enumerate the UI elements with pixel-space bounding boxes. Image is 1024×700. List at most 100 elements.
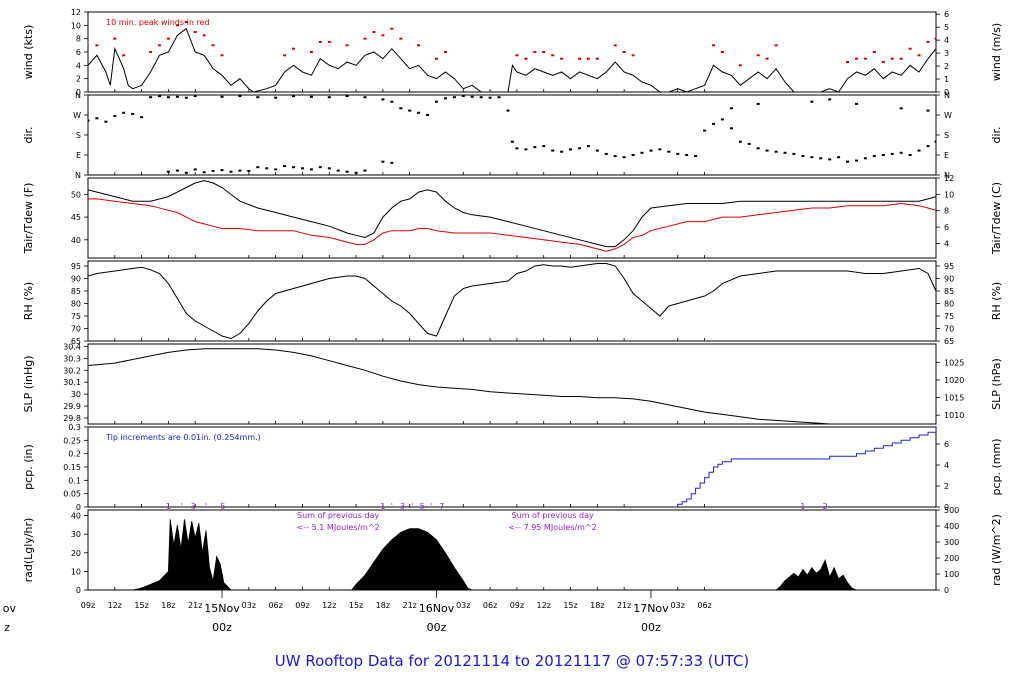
panel-annotation: 10 min. peak winds in red bbox=[106, 18, 210, 27]
series-group bbox=[88, 21, 936, 92]
series-point bbox=[720, 118, 724, 121]
series-point bbox=[765, 57, 769, 60]
x-hour-label: 21z bbox=[188, 601, 202, 610]
series-point bbox=[131, 112, 135, 115]
y2-tick-label: 3 bbox=[944, 49, 949, 58]
series-point bbox=[631, 54, 635, 57]
series-point bbox=[435, 57, 438, 60]
y-tick-label: 0 bbox=[76, 586, 81, 595]
series-point bbox=[149, 51, 153, 53]
series-point bbox=[238, 95, 242, 98]
y-axis-label: Tair/Tdew (F) bbox=[22, 183, 35, 255]
series-group bbox=[88, 95, 936, 174]
series-line bbox=[88, 27, 936, 92]
series-point bbox=[729, 107, 733, 110]
series-point bbox=[363, 37, 367, 40]
rad-hour-label: ' bbox=[181, 502, 183, 511]
series-point bbox=[756, 54, 760, 57]
series-point bbox=[417, 44, 421, 47]
series-point bbox=[712, 44, 715, 47]
x-hour-label: 15z bbox=[134, 601, 148, 610]
series-point bbox=[301, 167, 304, 170]
y-tick-label: 4 bbox=[76, 61, 81, 70]
series-point bbox=[399, 107, 403, 110]
series-point bbox=[578, 57, 581, 60]
x-day-label: 16Nov bbox=[419, 602, 455, 615]
series-point bbox=[202, 171, 206, 174]
panel-frame bbox=[87, 177, 937, 259]
x-hour-label: 18z bbox=[376, 601, 390, 610]
y2-tick-label: 1020 bbox=[944, 376, 964, 385]
y-tick-label: 30.1 bbox=[63, 378, 81, 387]
series-point bbox=[569, 148, 572, 151]
y-tick-label: 30 bbox=[71, 390, 81, 399]
y2-tick-label: 85 bbox=[944, 287, 954, 296]
series-point bbox=[292, 166, 295, 169]
series-point bbox=[238, 169, 242, 172]
series-point bbox=[274, 96, 278, 99]
series-point bbox=[193, 31, 197, 33]
y2-axis-label: wind (m/s) bbox=[990, 23, 1003, 81]
series-point bbox=[649, 149, 653, 152]
series-point bbox=[220, 95, 224, 98]
y-tick-label: 0.3 bbox=[68, 423, 81, 432]
series-point bbox=[309, 51, 313, 53]
series-point bbox=[435, 100, 438, 103]
series-point bbox=[175, 95, 179, 98]
y-tick-label: 29.9 bbox=[63, 402, 81, 411]
rad-day-note: Sum of previous day bbox=[512, 511, 594, 520]
y2-tick-label: 75 bbox=[944, 312, 954, 321]
series-point bbox=[327, 167, 331, 170]
series-point bbox=[327, 96, 331, 99]
series-point bbox=[381, 98, 385, 101]
rad-hour-label: ' bbox=[411, 502, 413, 511]
series-point bbox=[524, 148, 528, 151]
y2-axis-label: rad (W/m^2) bbox=[990, 514, 1003, 586]
y2-tick-label: 1015 bbox=[944, 394, 964, 403]
series-point bbox=[855, 159, 858, 162]
series-point bbox=[318, 41, 322, 43]
figure-title: UW Rooftop Data for 20121114 to 20121117… bbox=[275, 652, 749, 670]
series-step-line bbox=[673, 427, 936, 507]
series-point bbox=[756, 102, 760, 105]
y2-tick-label: 6 bbox=[944, 440, 949, 449]
series-point bbox=[175, 24, 179, 27]
series-point bbox=[765, 149, 769, 152]
rad-hour-label: 3 bbox=[191, 502, 196, 511]
series-point bbox=[292, 47, 295, 50]
y-tick-label: W bbox=[73, 111, 81, 120]
series-point bbox=[738, 64, 742, 67]
series-point bbox=[193, 95, 197, 98]
x-axis: 09z 12z 15z 18z 21z 03z 06z 09z 12z 15z 18z 21z 03z 0… bbox=[3, 590, 712, 634]
series-point bbox=[881, 154, 885, 156]
series-point bbox=[899, 57, 903, 60]
y-tick-label: S bbox=[76, 131, 81, 140]
series-point bbox=[488, 96, 492, 99]
series-point bbox=[694, 155, 698, 158]
series-point bbox=[934, 140, 936, 143]
y2-tick-label: E bbox=[944, 151, 949, 160]
series-point bbox=[890, 152, 894, 155]
y2-tick-label: N bbox=[944, 171, 950, 180]
rad-hour-label: ' bbox=[430, 502, 432, 511]
y-axis-label: rad(Lgly/hr) bbox=[22, 518, 35, 583]
y-tick-label: 0.2 bbox=[68, 450, 81, 459]
series-point bbox=[426, 114, 430, 116]
series-point bbox=[855, 57, 858, 60]
series-point bbox=[443, 97, 447, 100]
series-point bbox=[578, 147, 581, 150]
series-point bbox=[256, 96, 260, 99]
y-tick-label: 50 bbox=[71, 190, 81, 199]
series-point bbox=[390, 27, 394, 30]
series-point bbox=[461, 95, 465, 98]
series-point bbox=[846, 61, 849, 63]
x-day-sublabel: 00z bbox=[641, 621, 661, 634]
panel-temp: 40 45 50 4 6 8 10 12 Tair/Tdew (F) Tair/Tdew (C) bbox=[22, 174, 1003, 259]
series-point bbox=[542, 145, 546, 148]
series-group bbox=[88, 348, 838, 424]
series-point bbox=[211, 170, 215, 172]
series-point bbox=[783, 151, 787, 154]
series-point bbox=[810, 100, 814, 103]
